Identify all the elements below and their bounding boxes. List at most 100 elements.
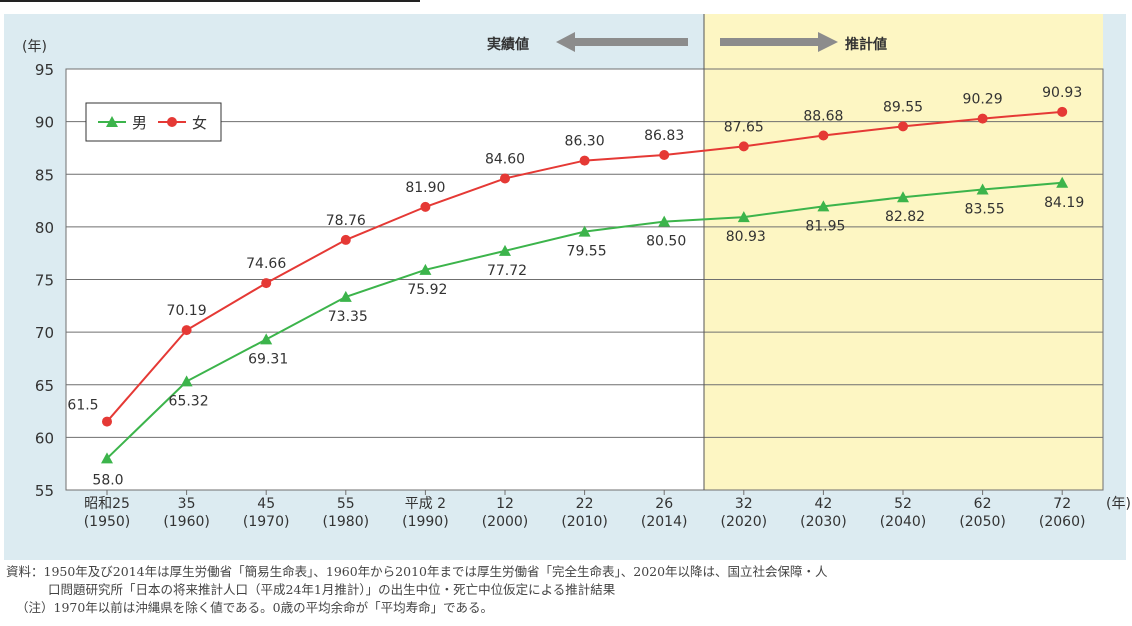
x-tick-label-era: 22 (576, 496, 594, 512)
projected-region (704, 14, 1103, 490)
y-tick-label: 90 (35, 114, 54, 132)
data-point-female (977, 113, 988, 124)
data-label-female: 90.93 (1042, 85, 1082, 101)
y-tick-label: 70 (35, 324, 54, 342)
x-tick-label-year: (2020) (721, 514, 768, 530)
data-label-male: 73.35 (328, 309, 368, 325)
x-tick-label-era: 72 (1053, 496, 1071, 512)
data-point-female (261, 278, 272, 289)
legend-marker-male (106, 116, 118, 127)
data-label-male: 80.50 (646, 234, 686, 250)
data-label-female: 86.83 (644, 128, 684, 144)
data-point-female (1057, 106, 1068, 117)
data-label-female: 88.68 (803, 109, 843, 125)
actual-arrow (556, 32, 688, 52)
x-tick-label-year: (2000) (482, 514, 529, 530)
x-tick-label-era: 52 (894, 496, 912, 512)
x-tick-label-year: (1970) (243, 514, 290, 530)
data-label-male: 81.95 (805, 218, 845, 234)
data-label-female: 81.90 (405, 180, 445, 196)
x-tick-label-year: (1990) (402, 514, 449, 530)
data-label-female: 90.29 (963, 92, 1003, 108)
y-tick-label: 55 (35, 482, 54, 500)
projected-arrow (720, 32, 838, 52)
x-tick-label-era: 62 (974, 496, 992, 512)
x-tick-label-era: 55 (337, 496, 355, 512)
x-tick-label-era: 12 (496, 496, 514, 512)
data-label-female: 86.30 (565, 134, 605, 150)
x-tick-label-year: (2010) (561, 514, 608, 530)
legend-label-female: 女 (192, 114, 207, 132)
x-tick-label-year: (1980) (323, 514, 370, 530)
data-point-male (817, 200, 830, 212)
data-point-female (500, 173, 510, 184)
x-tick-label-era: 42 (814, 496, 832, 512)
data-point-male (976, 183, 989, 195)
data-point-female (579, 155, 590, 166)
data-label-male: 84.19 (1044, 195, 1084, 211)
x-tick-label-year: (1960) (163, 514, 210, 530)
data-point-female (898, 121, 908, 132)
legend-marker-female (167, 117, 177, 127)
x-tick-label-year: (2050) (959, 514, 1006, 530)
data-point-female (102, 416, 112, 427)
data-label-male: 83.55 (965, 202, 1005, 218)
data-point-male (897, 191, 909, 203)
data-point-female (420, 201, 431, 212)
data-label-male: 75.92 (407, 282, 447, 298)
x-tick-label-year: (2060) (1039, 514, 1086, 530)
data-label-female: 70.19 (167, 303, 207, 319)
data-label-male: 58.0 (92, 472, 123, 488)
data-label-male: 79.55 (567, 244, 607, 260)
x-tick-label-era: 昭和25 (84, 496, 130, 512)
data-label-female: 84.60 (485, 151, 525, 167)
x-tick-label-year: (2040) (880, 514, 927, 530)
data-label-female: 74.66 (246, 256, 286, 272)
data-point-male (180, 375, 193, 387)
data-label-male: 77.72 (487, 263, 527, 279)
x-tick-label-era: 26 (655, 496, 673, 512)
x-tick-label-year: (2030) (800, 514, 847, 530)
y-tick-label: 75 (35, 272, 54, 290)
y-tick-label: 95 (35, 61, 54, 79)
data-point-female (340, 234, 351, 245)
data-point-male (737, 211, 750, 223)
projected-region-label: 推計値 (845, 36, 887, 53)
x-tick-label-era: 35 (178, 496, 196, 512)
data-point-male (101, 452, 113, 464)
data-point-female (818, 130, 829, 141)
data-label-male: 69.31 (248, 351, 288, 367)
x-tick-label-year: (1950) (84, 514, 131, 530)
source-note-line2: 口問題研究所「日本の将来推計人口（平成24年1月推計）」の出生中位・死亡中位仮定… (48, 582, 616, 597)
actual-region-label: 実績値 (487, 36, 529, 53)
data-point-male (339, 290, 352, 302)
x-tick-label-era: 45 (257, 496, 275, 512)
data-point-female (659, 149, 670, 160)
data-label-female: 61.5 (67, 398, 98, 414)
legend-label-male: 男 (132, 114, 147, 132)
data-point-male (260, 333, 273, 345)
life-expectancy-chart: 55 60 65 70 75 80 85 90 95 (年) 昭和25 (1950) 35 (1960) 4… (22, 14, 1131, 530)
source-note-line1: 資料：1950年及び2014年は厚生労働省「簡易生命表」、1960年から2010… (6, 564, 828, 579)
chart-notes: 資料：1950年及び2014年は厚生労働省「簡易生命表」、1960年から2010… (6, 563, 1126, 617)
data-point-male (658, 215, 671, 227)
top-rule (0, 0, 420, 2)
y-tick-label: 80 (35, 219, 54, 237)
data-point-female (181, 325, 192, 336)
data-label-male: 82.82 (885, 209, 925, 225)
y-tick-label: 65 (35, 377, 54, 395)
data-label-female: 89.55 (883, 99, 923, 115)
data-label-female: 87.65 (724, 119, 764, 135)
data-point-male (1056, 176, 1069, 188)
data-point-female (738, 141, 749, 152)
data-label-male: 65.32 (169, 393, 209, 409)
x-tick-label-era: 32 (735, 496, 753, 512)
y-tick-label: 85 (35, 166, 54, 184)
data-point-male (419, 263, 432, 275)
y-tick-label: 60 (35, 429, 54, 447)
data-point-male (499, 244, 511, 256)
data-label-female: 78.76 (326, 213, 366, 229)
footnote: （注）1970年以前は沖縄県を除く値である。0歳の平均余命が「平均寿命」である。 (16, 600, 494, 615)
x-axis-unit: (年) (1106, 496, 1131, 512)
